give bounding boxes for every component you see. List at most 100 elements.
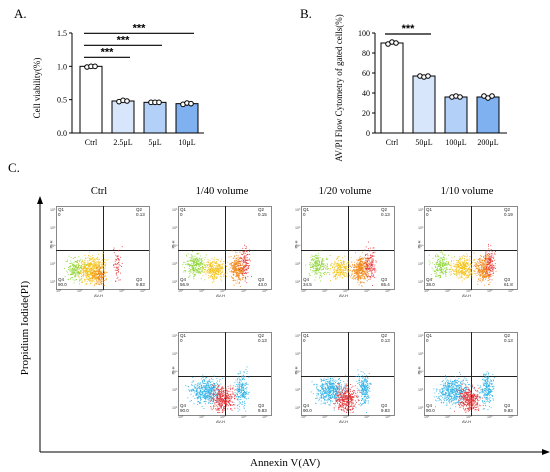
- q4-label: Q4 38.0: [426, 277, 435, 287]
- flow-plot-row1-3: Q1 0 Q2 0.13 Q4 34.5 Q3 65.4 PI-H AV-H 10² 10³ 10⁴ 10…: [294, 202, 395, 300]
- q2-label: Q2 0.13: [258, 333, 267, 343]
- plot-x-tick: 10²: [301, 289, 307, 293]
- flow-plot-row1-4: Q1 0 Q2 0.19 Q4 38.0 Q3 61.8 PI-H AV-H 10² 10³ 10⁴ 10…: [417, 202, 518, 300]
- plot-x-tick: 10²: [178, 289, 184, 293]
- plot-x-tick: 10²: [301, 415, 307, 419]
- plot-y-tick: 10²: [172, 406, 178, 410]
- flow-plot-row2-3: Q1 0 Q2 0.13 Q4 90.0 Q3 9.83 PI-H AV-H 10² 10³ 10⁴ 10…: [417, 328, 518, 426]
- plot-x-tick: 10⁵: [119, 289, 125, 293]
- scatter-dots: [185, 366, 250, 413]
- y-axis-label: Cell viability(%): [32, 58, 42, 119]
- plot-y-tick: 10²: [418, 280, 424, 284]
- plot-y-tick: 10³: [418, 262, 424, 266]
- q2-label: Q2 0.13: [136, 207, 145, 217]
- plot-x-tick: 10⁴: [220, 289, 226, 293]
- plot-y-tick: 10⁶: [418, 334, 424, 338]
- plot-y-tick: 10⁵: [50, 226, 56, 230]
- plot-x-tick: 10³: [77, 289, 83, 293]
- y-tick-label: 40: [362, 89, 370, 98]
- q2-label: Q2 0.19: [504, 207, 513, 217]
- x-tick-label: 100μL: [445, 138, 466, 147]
- plot-y-tick: 10⁶: [50, 208, 56, 212]
- plot-x-tick: 10⁵: [487, 289, 493, 293]
- quadrant-gate-vertical: [348, 332, 349, 416]
- plot-x-axis-label: AV-H: [339, 419, 349, 424]
- plot-x-tick: 10⁵: [487, 415, 493, 419]
- plot-y-tick: 10⁶: [172, 208, 178, 212]
- q4-label: Q4 90.0: [180, 403, 189, 413]
- data-point: [188, 100, 194, 107]
- quadrant-gate-horizontal: [424, 250, 517, 251]
- plot-y-tick: 10²: [295, 280, 301, 284]
- plot-x-tick: 10³: [322, 289, 328, 293]
- flow-plot-row2-2: Q1 0 Q2 0.13 Q4 90.0 Q3 9.83 PI-H AV-H 10² 10³ 10⁴ 10…: [294, 328, 395, 426]
- plot-y-tick: 10⁶: [295, 208, 301, 212]
- q4-label: Q4 56.9: [180, 277, 189, 287]
- q1-label: Q1 0: [303, 333, 310, 343]
- plot-x-tick: 10⁶: [262, 415, 268, 419]
- flow-plot-row1-1: Q1 0 Q2 0.13 Q4 90.0 Q3 9.83 PI-H AV-H 10² 10³ 10⁴ 10…: [49, 202, 150, 300]
- plot-y-tick: 10⁴: [172, 244, 178, 248]
- y-tick-label: 0.5: [57, 96, 67, 105]
- q4-label: Q4 90.0: [303, 403, 312, 413]
- plot-x-tick: 10⁵: [241, 289, 247, 293]
- plot-x-tick: 10²: [424, 415, 430, 419]
- plot-x-axis-label: AV-H: [339, 293, 349, 298]
- plot-y-tick: 10⁶: [172, 334, 178, 338]
- plot-x-tick: 10⁵: [364, 289, 370, 293]
- data-point: [156, 99, 162, 106]
- plot-y-tick: 10⁵: [295, 352, 301, 356]
- y-tick-label: 1.5: [57, 29, 67, 38]
- x-tick-label: Ctrl: [386, 138, 399, 147]
- x-tick-label: 10μL: [178, 138, 195, 147]
- plot-y-tick: 10³: [418, 388, 424, 392]
- significance-stars: ***: [402, 23, 416, 35]
- plot-y-tick: 10³: [50, 262, 56, 266]
- flow-plot-row2-1: Q1 0 Q2 0.13 Q4 90.0 Q3 9.83 PI-H AV-H 10² 10³ 10⁴ 10…: [171, 328, 272, 426]
- quadrant-gate-horizontal: [178, 376, 271, 377]
- y-tick-label: 0.0: [57, 129, 67, 138]
- q3-label: Q3 65.4: [381, 277, 390, 287]
- plot-x-axis-label: AV-H: [462, 293, 472, 298]
- y-tick-label: 60: [362, 69, 370, 78]
- plot-y-tick: 10⁵: [172, 226, 178, 230]
- plot-x-tick: 10⁵: [241, 415, 247, 419]
- data-point: [425, 73, 431, 79]
- plot-y-tick: 10⁴: [418, 370, 424, 374]
- quadrant-gate-vertical: [225, 332, 226, 416]
- quadrant-gate-vertical: [225, 206, 226, 290]
- plot-x-tick: 10⁴: [220, 415, 226, 419]
- plot-x-tick: 10⁴: [343, 415, 349, 419]
- plot-x-tick: 10⁴: [98, 289, 104, 293]
- plot-y-tick: 10²: [295, 406, 301, 410]
- plot-x-tick: 10³: [445, 289, 451, 293]
- chart-b-flow-cytometry: 0 20 40 60 80 100 AV/PI Flow Cytometry of gate…: [334, 14, 507, 162]
- plot-x-tick: 10⁴: [466, 289, 472, 293]
- q3-label: Q3 9.83: [381, 403, 390, 413]
- plot-y-tick: 10⁵: [418, 352, 424, 356]
- column-title-ctrl: Ctrl: [90, 186, 108, 197]
- scatter-dots: [64, 246, 123, 287]
- quadrant-gate-horizontal: [301, 250, 394, 251]
- q4-label: Q4 90.0: [58, 277, 67, 287]
- y-axis-label: AV/PI Flow Cytometry of gated cells(%): [334, 14, 344, 162]
- chart-a-cell-viability: 0.0 0.5 1.0 1.5 Cell viability(%) Ctrl 2.5μL 5μ…: [32, 22, 204, 147]
- flow-plot-row1-2: Q1 0 Q2 0.15 Q4 56.9 Q3 43.0 PI-H AV-H 10² 10³ 10⁴ 10…: [171, 202, 272, 300]
- scatter-dots: [310, 369, 372, 413]
- plot-y-tick: 10²: [418, 406, 424, 410]
- x-tick-label: 50μL: [415, 138, 432, 147]
- quadrant-gate-horizontal: [178, 250, 271, 251]
- plot-x-tick: 10³: [199, 289, 205, 293]
- plot-y-tick: 10³: [295, 388, 301, 392]
- quadrant-gate-horizontal: [424, 376, 517, 377]
- q1-label: Q1 0: [58, 207, 65, 217]
- y-tick-label: 0: [366, 129, 370, 138]
- y-tick-label: 1.0: [57, 62, 67, 71]
- y-tick-label: 20: [362, 109, 370, 118]
- plot-y-tick: 10⁴: [50, 244, 56, 248]
- q3-label: Q3 9.83: [136, 277, 145, 287]
- plot-y-tick: 10⁴: [295, 370, 301, 374]
- plot-y-tick: 10⁵: [172, 352, 178, 356]
- plot-x-tick: 10⁶: [385, 289, 391, 293]
